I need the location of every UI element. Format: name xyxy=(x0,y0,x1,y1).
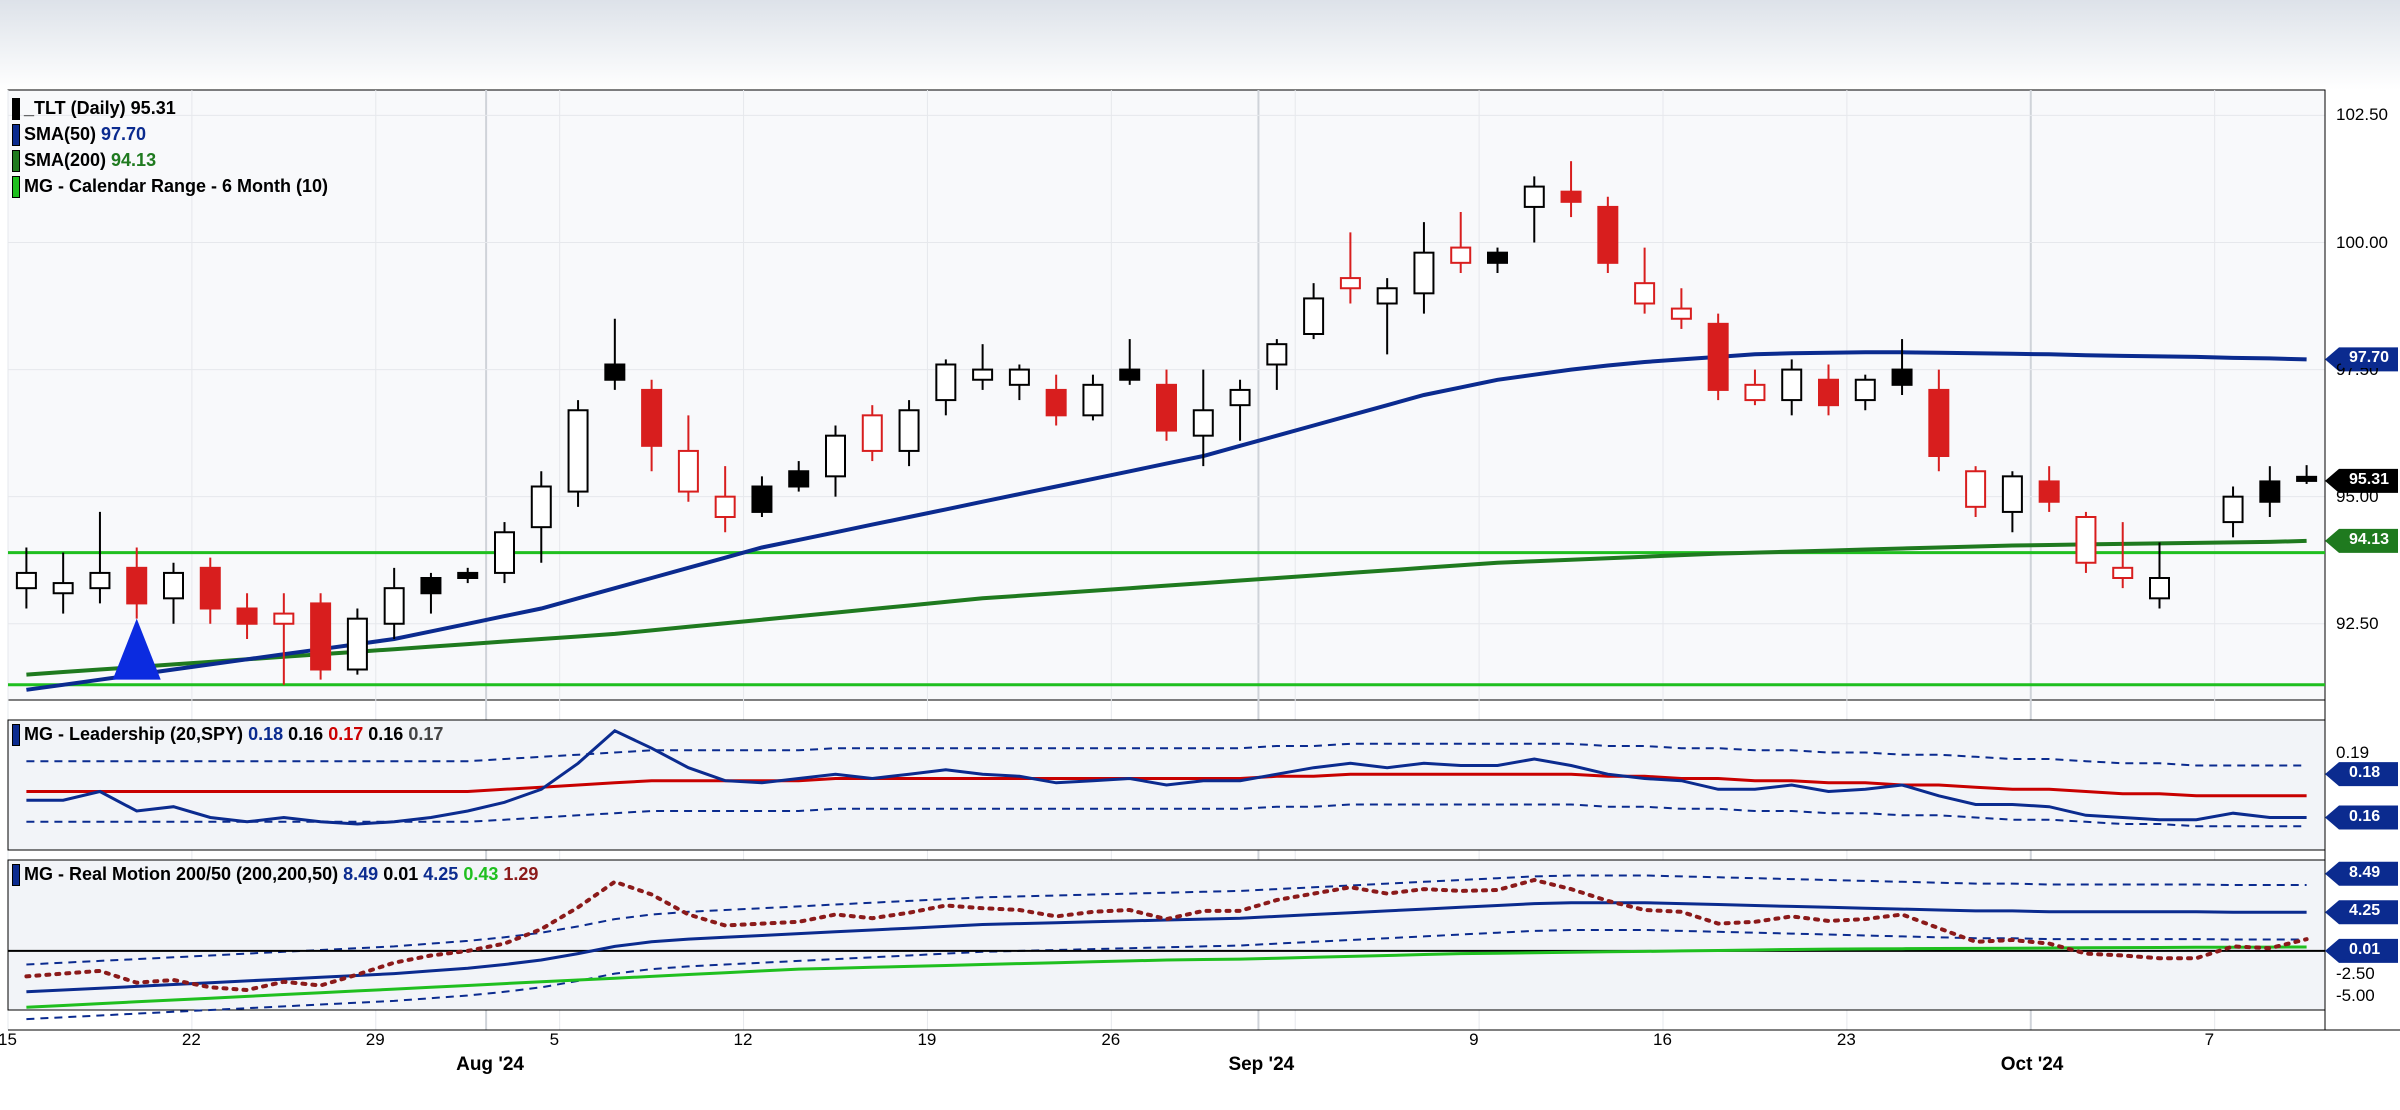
axis-flag: 0.01 xyxy=(2341,940,2388,960)
legend-row: SMA(200) 94.13 xyxy=(12,150,156,172)
axis-flag: 0.16 xyxy=(2341,807,2388,827)
legend-motion: MG - Real Motion 200/50 (200,200,50) 8.4… xyxy=(12,864,538,886)
legend-row: MG - Calendar Range - 6 Month (10) xyxy=(12,176,328,198)
stock-chart-root: NASD + BATS _TLT - iShares 20+ Year Trea… xyxy=(0,0,2400,1110)
legend-row: SMA(50) 97.70 xyxy=(12,124,146,146)
axis-flag: 4.25 xyxy=(2341,901,2388,921)
axis-flag: 95.31 xyxy=(2341,470,2397,490)
axis-flag: 0.18 xyxy=(2341,763,2388,783)
legend-row: _TLT (Daily) 95.31 xyxy=(12,98,176,120)
legend-leadership: MG - Leadership (20,SPY) 0.18 0.16 0.17 … xyxy=(12,724,443,746)
axis-flag: 8.49 xyxy=(2341,863,2388,883)
chart-canvas[interactable] xyxy=(0,0,2400,1110)
axis-flag: 97.70 xyxy=(2341,348,2397,368)
axis-flag: 94.13 xyxy=(2341,530,2397,550)
